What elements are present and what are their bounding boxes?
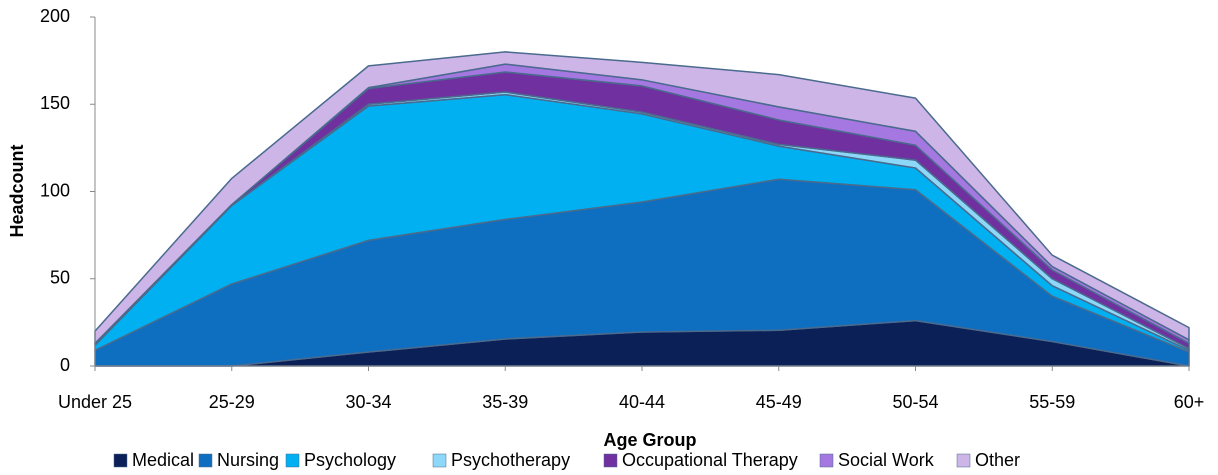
x-tick-label: 25-29 [209,392,255,412]
legend-item: Occupational Therapy [603,450,798,470]
y-tick-label: 50 [50,268,70,288]
x-tick-label: 60+ [1174,392,1205,412]
x-tick-label: 45-49 [756,392,802,412]
x-tick-label: 40-44 [619,392,665,412]
legend-label: Medical [132,450,194,470]
legend-item: Medical [113,450,194,470]
legend-item: Nursing [198,450,279,470]
x-axis-label: Age Group [604,430,697,450]
legend-swatch [432,453,447,468]
legend-item: Psychotherapy [432,450,570,470]
legend-label: Psychology [304,450,396,470]
y-tick-label: 0 [60,355,70,375]
legend-swatch [285,453,300,468]
x-tick-label: Under 25 [58,392,132,412]
legend-swatch [956,453,971,468]
legend-label: Social Work [838,450,935,470]
legend-label: Nursing [217,450,279,470]
legend-item: Psychology [285,450,396,470]
y-tick-label: 150 [40,93,70,113]
legend-item: Other [956,450,1020,470]
legend-swatch [603,453,618,468]
legend-swatch [198,453,213,468]
x-tick-label: 55-59 [1029,392,1075,412]
y-axis-label: Headcount [7,144,27,237]
legend-label: Occupational Therapy [622,450,798,470]
legend-label: Other [975,450,1020,470]
y-tick-label: 100 [40,180,70,200]
legend-swatch [819,453,834,468]
x-tick-label: 30-34 [345,392,391,412]
area [94,51,1190,345]
legend-swatch [113,453,128,468]
legend-item: Social Work [819,450,935,470]
y-tick-label: 200 [40,6,70,26]
x-tick-label: 50-54 [892,392,938,412]
x-tick-label: 35-39 [482,392,528,412]
legend-label: Psychotherapy [451,450,570,470]
